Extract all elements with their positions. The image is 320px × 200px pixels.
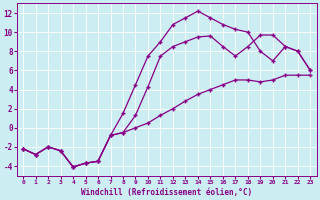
X-axis label: Windchill (Refroidissement éolien,°C): Windchill (Refroidissement éolien,°C) [81,188,252,197]
